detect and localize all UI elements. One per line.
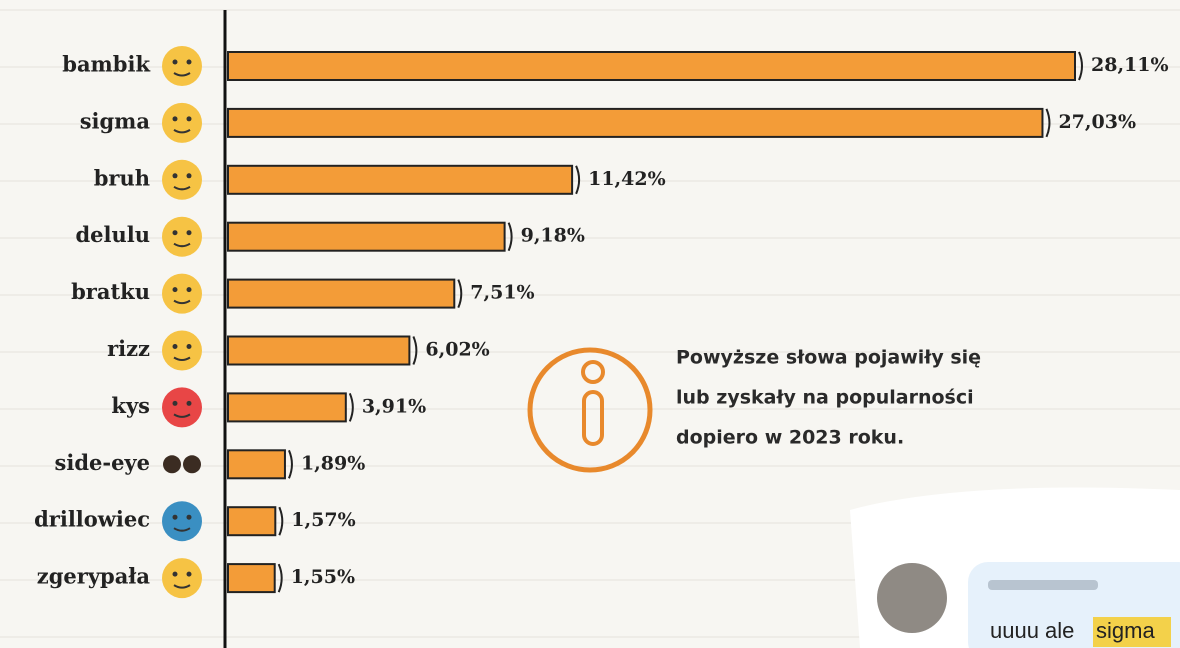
value-label: 27,03% [1058, 111, 1136, 133]
bracket [458, 280, 461, 308]
emoji [162, 46, 202, 86]
bar [228, 223, 505, 251]
category-label: bratku [71, 279, 150, 304]
bracket [576, 166, 579, 194]
value-label: 28,11% [1091, 54, 1169, 76]
category-label: bambik [62, 52, 150, 77]
bracket [279, 507, 282, 535]
emoji-eye [173, 401, 178, 406]
emoji-eye [187, 515, 192, 520]
bar [228, 52, 1075, 80]
emoji-eye [173, 116, 178, 121]
emoji-eye [187, 572, 192, 577]
emoji [183, 455, 201, 473]
info-stem [584, 392, 602, 444]
emoji [162, 501, 202, 541]
bar [228, 109, 1042, 137]
value-label: 3,91% [362, 395, 426, 417]
emoji [162, 331, 202, 371]
emoji-eye [173, 230, 178, 235]
info-icon [530, 350, 650, 470]
emoji-eye [173, 344, 178, 349]
bracket [1079, 52, 1082, 80]
emoji-eye [187, 60, 192, 65]
bar [228, 564, 275, 592]
emoji-eye [173, 572, 178, 577]
bar [228, 507, 275, 535]
emoji-eye [173, 60, 178, 65]
category-label: kys [111, 393, 150, 418]
value-label: 7,51% [470, 282, 534, 304]
bar [228, 337, 409, 365]
emoji-eye [187, 116, 192, 121]
value-label: 9,18% [521, 225, 585, 247]
emoji [162, 387, 202, 427]
emoji-eye [187, 173, 192, 178]
annotation-line: Powyższe słowa pojawiły się [676, 347, 981, 369]
category-label: sigma [80, 108, 151, 133]
bracket [350, 393, 353, 421]
bracket [413, 337, 416, 365]
value-label: 1,89% [301, 452, 365, 474]
category-label: drillowiec [34, 507, 150, 532]
value-label: 1,57% [291, 509, 355, 531]
bracket [509, 223, 512, 251]
emoji-eye [173, 515, 178, 520]
annotation-line: lub zyskały na popularności [676, 387, 974, 409]
annotation-line: dopiero w 2023 roku. [676, 427, 904, 449]
bar [228, 280, 454, 308]
chat-message: uuuu ale [990, 618, 1074, 643]
emoji [162, 274, 202, 314]
value-label: 1,55% [291, 566, 355, 588]
value-label: 11,42% [588, 168, 666, 190]
category-label: rizz [107, 336, 150, 361]
chart: Powyższe słowa pojawiły się lub zyskały … [0, 0, 1180, 648]
emoji-eye [187, 230, 192, 235]
emoji [162, 558, 202, 598]
page: Powyższe słowa pojawiły się lub zyskały … [0, 0, 1180, 648]
category-label: bruh [94, 165, 150, 190]
bar [228, 166, 572, 194]
emoji [162, 217, 202, 257]
emoji-eye [173, 287, 178, 292]
bracket [289, 450, 292, 478]
emoji [162, 103, 202, 143]
category-label: delulu [75, 222, 150, 247]
info-dot [583, 362, 603, 382]
emoji [162, 160, 202, 200]
value-label: 6,02% [425, 339, 489, 361]
emoji-eye [173, 173, 178, 178]
category-label: side-eye [55, 450, 150, 475]
avatar [877, 563, 947, 633]
emoji [163, 455, 181, 473]
emoji-eye [187, 401, 192, 406]
bracket [1046, 109, 1049, 137]
category-label: zgerypała [37, 564, 151, 589]
chat-highlight: sigma [1096, 618, 1155, 643]
bracket [279, 564, 282, 592]
emoji-eye [187, 287, 192, 292]
bar [228, 393, 346, 421]
emoji-eye [187, 344, 192, 349]
bar [228, 450, 285, 478]
blurred-name [988, 580, 1098, 590]
